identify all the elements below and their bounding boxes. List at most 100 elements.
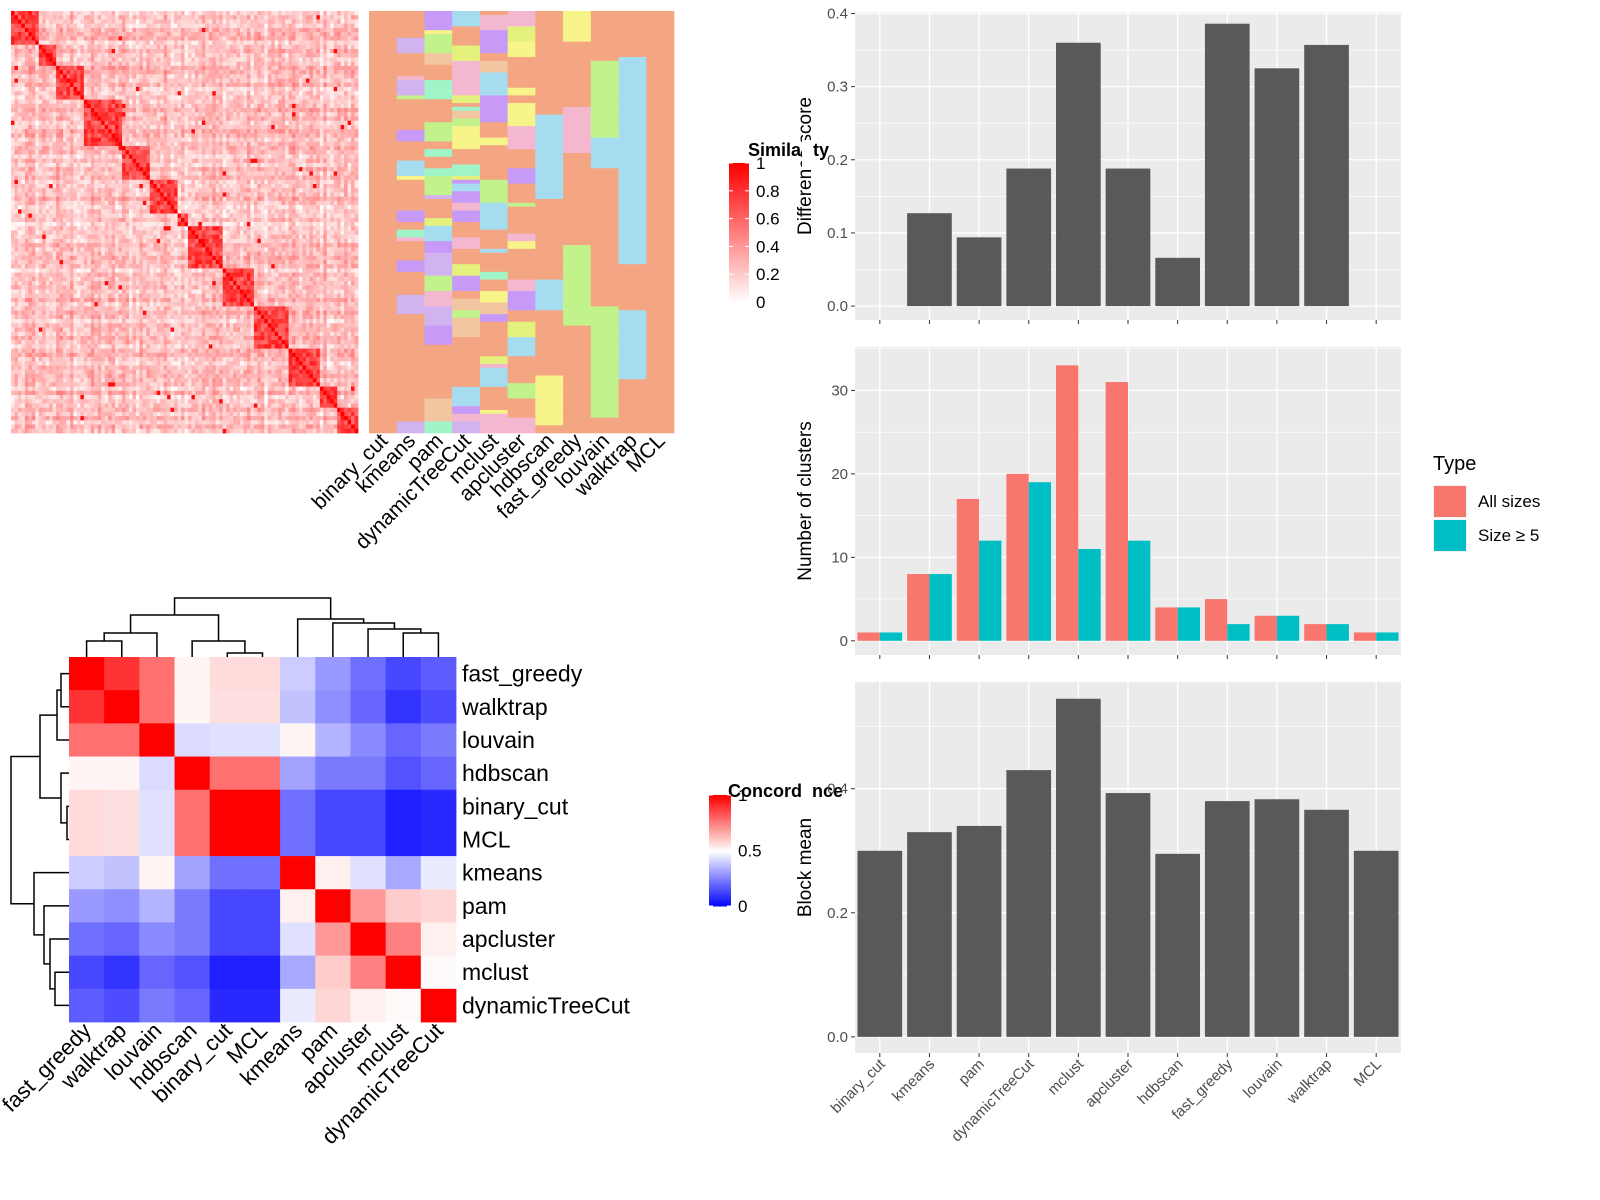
heatmap-cell [146, 213, 151, 219]
heatmap-cell [184, 11, 189, 16]
heatmap-cell [246, 27, 251, 33]
heatmap-cell [302, 192, 307, 198]
heatmap-cell [243, 205, 248, 210]
heatmap-cell [274, 36, 279, 41]
heatmap-cell [285, 15, 289, 20]
heatmap-cell [142, 19, 147, 25]
heatmap-cell [295, 57, 300, 63]
heatmap-cell [191, 116, 196, 122]
heatmap-cell [101, 213, 106, 219]
heatmap-cell [122, 213, 126, 219]
heatmap-cell [323, 108, 328, 113]
heatmap-cell [330, 217, 335, 223]
heatmap-cell [253, 196, 258, 202]
heatmap-cell [212, 205, 217, 210]
heatmap-cell [163, 11, 168, 16]
heatmap-cell [233, 32, 237, 37]
heatmap-cell [122, 137, 126, 143]
heatmap-cell [167, 57, 172, 63]
heatmap-cell [351, 213, 355, 219]
heatmap-cell [194, 53, 199, 58]
heatmap-cell [115, 196, 119, 202]
heatmap-cell [201, 15, 206, 20]
heatmap-cell [187, 44, 192, 50]
heatmap-cell [21, 175, 26, 181]
heatmap-cell [167, 23, 172, 29]
heatmap-cell [240, 196, 244, 202]
heatmap-cell [354, 200, 359, 206]
heatmap-cell [281, 158, 286, 164]
heatmap-cell [347, 192, 352, 198]
heatmap-cell [108, 65, 113, 71]
heatmap-cell [208, 36, 213, 41]
heatmap-cell [42, 188, 47, 193]
heatmap-cell [73, 120, 78, 126]
heatmap-cell [174, 36, 178, 41]
heatmap-cell [181, 103, 185, 109]
heatmap-cell [257, 184, 262, 189]
heatmap-cell [326, 137, 331, 143]
heatmap-cell [246, 11, 251, 16]
heatmap-cell [156, 205, 161, 210]
heatmap-cell [271, 146, 276, 151]
heatmap-cell [281, 213, 286, 219]
heatmap-cell [24, 192, 29, 198]
heatmap-cell [160, 120, 165, 126]
heatmap-cell [194, 108, 199, 113]
heatmap-cell [201, 82, 206, 88]
heatmap-cell [292, 200, 296, 206]
heatmap-cell [149, 99, 154, 105]
heatmap-cell [309, 196, 314, 202]
heatmap-cell [167, 70, 172, 75]
heatmap-cell [153, 65, 158, 71]
heatmap-cell [222, 40, 227, 46]
heatmap-cell [153, 32, 158, 37]
heatmap-cell [17, 95, 22, 101]
heatmap-cell [167, 205, 172, 210]
heatmap-cell [299, 200, 303, 206]
heatmap-cell [111, 196, 116, 202]
heatmap-cell [52, 116, 57, 122]
heatmap-cell [340, 150, 345, 155]
heatmap-cell [174, 53, 178, 58]
heatmap-cell [267, 36, 272, 41]
heatmap-cell [59, 74, 64, 79]
heatmap-cell [52, 179, 57, 185]
heatmap-cell [156, 133, 161, 138]
heatmap-cell [125, 95, 130, 101]
heatmap-cell [14, 184, 19, 189]
heatmap-cell [299, 124, 303, 130]
heatmap-cell [76, 74, 81, 79]
heatmap-cell [340, 36, 345, 41]
heatmap-cell [125, 209, 130, 214]
heatmap-cell [24, 108, 29, 113]
heatmap-cell [17, 82, 22, 88]
heatmap-cell [115, 141, 119, 147]
heatmap-cell [212, 158, 217, 164]
heatmap-cell [21, 95, 26, 101]
heatmap-cell [292, 167, 296, 172]
heatmap-cell [80, 36, 85, 41]
heatmap-cell [226, 192, 231, 198]
heatmap-cell [108, 167, 113, 172]
heatmap-cell [149, 171, 154, 176]
heatmap-cell [49, 196, 54, 202]
heatmap-cell [63, 184, 67, 189]
heatmap-cell [292, 86, 296, 92]
heatmap-cell [198, 40, 203, 46]
heatmap-cell [337, 36, 342, 41]
heatmap-cell [14, 213, 19, 219]
heatmap-cell [90, 196, 95, 202]
heatmap-cell [323, 116, 328, 122]
heatmap-cell [163, 205, 168, 210]
heatmap-cell [281, 133, 286, 138]
heatmap-cell [73, 154, 78, 160]
heatmap-cell [149, 74, 154, 79]
heatmap-cell [31, 141, 36, 147]
heatmap-cell [333, 120, 338, 126]
heatmap-cell [184, 171, 189, 176]
heatmap-cell [208, 205, 213, 210]
heatmap-cell [344, 141, 348, 147]
heatmap-cell [295, 213, 300, 219]
heatmap-cell [250, 116, 255, 122]
